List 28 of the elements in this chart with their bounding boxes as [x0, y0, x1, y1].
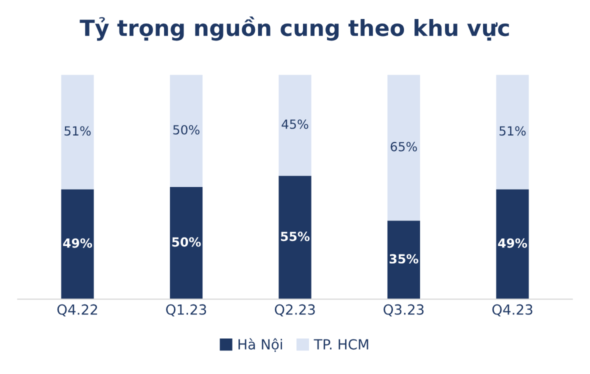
data-label: 35%: [390, 254, 418, 264]
bar: [170, 74, 203, 187]
x-tick-label: Q1.23: [166, 304, 206, 316]
data-label: 49%: [63, 238, 92, 248]
x-tick-label: Q2.23: [274, 304, 315, 316]
bar: [278, 74, 312, 176]
chart-title: Tỷ trọng nguồn cung theo khu vực: [80, 16, 509, 41]
data-label: 50%: [173, 125, 200, 135]
legend-label: Hà Nội: [238, 338, 282, 352]
data-label: 51%: [64, 126, 91, 136]
bar: [387, 74, 420, 221]
legend-label: TP. HCM: [314, 339, 368, 350]
bar: [61, 74, 94, 190]
data-label: 50%: [172, 237, 201, 247]
x-tick-label: Q4.23: [492, 304, 532, 316]
x-tick-label: Q3.23: [384, 304, 424, 316]
data-label: 45%: [282, 119, 308, 129]
x-tick-label: Q4.22: [57, 304, 98, 316]
data-label: 55%: [281, 232, 310, 242]
data-label: 49%: [498, 238, 528, 248]
bar: [496, 74, 529, 190]
bar: [61, 189, 94, 300]
bar: [496, 189, 529, 300]
bar: [278, 176, 312, 300]
data-label: 65%: [390, 142, 417, 152]
data-label: 51%: [500, 126, 526, 136]
bar: [170, 187, 203, 300]
bar: [387, 220, 420, 300]
